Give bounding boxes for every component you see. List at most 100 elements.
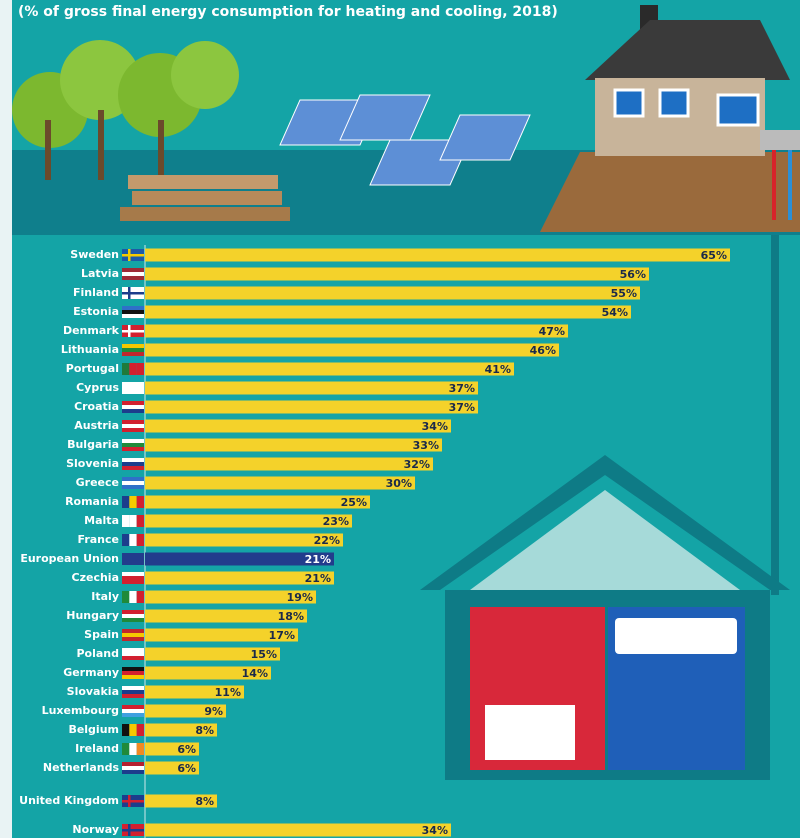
value-label: 15% [251, 648, 277, 661]
value-label: 41% [485, 363, 511, 376]
flag [122, 724, 129, 736]
category-label: Denmark [63, 324, 120, 337]
value-label: 25% [341, 496, 367, 509]
bar [145, 515, 352, 528]
flag [122, 829, 144, 832]
flag [122, 629, 144, 633]
value-label: 9% [204, 705, 223, 718]
category-label: Portugal [66, 362, 119, 375]
flag [122, 481, 144, 485]
category-label: Italy [91, 590, 119, 603]
flag [122, 766, 144, 770]
flag [122, 344, 144, 348]
flag [122, 292, 144, 295]
flag [122, 694, 144, 698]
flag [122, 534, 129, 546]
bar [145, 439, 442, 452]
flag [122, 614, 144, 618]
flag [122, 675, 144, 679]
category-label: Spain [84, 628, 119, 641]
flag [122, 762, 144, 766]
value-label: 21% [305, 553, 331, 566]
bar [145, 306, 631, 319]
flag [122, 713, 144, 717]
value-label: 19% [287, 591, 313, 604]
flag [122, 272, 144, 276]
flag [122, 709, 144, 713]
category-label: Malta [84, 514, 119, 527]
flag [122, 561, 144, 565]
bar [145, 824, 451, 837]
value-label: 55% [611, 287, 637, 300]
value-label: 14% [242, 667, 268, 680]
flag [122, 648, 144, 652]
flag [122, 363, 129, 375]
value-label: 11% [215, 686, 241, 699]
value-label: 46% [530, 344, 556, 357]
flag [122, 268, 144, 272]
value-label: 32% [404, 458, 430, 471]
value-label: 47% [539, 325, 565, 338]
flag [122, 314, 144, 318]
flag [122, 770, 144, 774]
category-label: Austria [74, 419, 119, 432]
category-label: Romania [65, 495, 119, 508]
flag [122, 310, 144, 314]
category-label: France [78, 533, 119, 546]
bar [145, 344, 559, 357]
flag [122, 743, 129, 755]
bar [145, 420, 451, 433]
value-label: 33% [413, 439, 439, 452]
flag [122, 352, 144, 356]
category-label: Hungary [66, 609, 119, 622]
flag [122, 428, 144, 432]
value-label: 34% [422, 420, 448, 433]
subtitle: (% of gross final energy consumption for… [18, 4, 558, 20]
category-label: Greece [76, 476, 119, 489]
flag [122, 420, 144, 424]
flag [129, 496, 136, 508]
flag [122, 591, 129, 603]
value-label: 34% [422, 824, 448, 837]
flag [137, 534, 144, 546]
category-label: Bulgaria [67, 438, 119, 451]
flag [129, 363, 136, 375]
flag [122, 580, 144, 584]
value-label: 30% [386, 477, 412, 490]
flag [128, 287, 131, 299]
bar [145, 401, 478, 414]
flag [122, 443, 144, 447]
value-label: 54% [602, 306, 628, 319]
flag [122, 557, 144, 561]
flag [122, 477, 144, 481]
flag [122, 667, 144, 671]
bar [145, 363, 514, 376]
flag [122, 553, 144, 557]
value-label: 37% [449, 401, 475, 414]
flag [122, 671, 144, 675]
flag [128, 824, 131, 836]
value-label: 6% [177, 743, 196, 756]
category-label: Cyprus [76, 381, 119, 394]
category-label: Sweden [70, 248, 119, 261]
flag [129, 724, 136, 736]
flag [122, 424, 144, 428]
category-label: Lithuania [61, 343, 119, 356]
value-label: 8% [195, 724, 214, 737]
flag [122, 705, 144, 709]
flag [122, 306, 144, 310]
value-label: 6% [177, 762, 196, 775]
bar [145, 325, 568, 338]
flag [122, 276, 144, 280]
category-label: Croatia [74, 400, 119, 413]
flag [122, 447, 144, 451]
flag [122, 382, 144, 386]
value-label: 22% [314, 534, 340, 547]
edge [0, 0, 12, 838]
value-label: 21% [305, 572, 331, 585]
flag [137, 515, 144, 527]
category-label: Finland [73, 286, 119, 299]
flag [122, 618, 144, 622]
category-label: Norway [72, 823, 119, 836]
value-label: 37% [449, 382, 475, 395]
